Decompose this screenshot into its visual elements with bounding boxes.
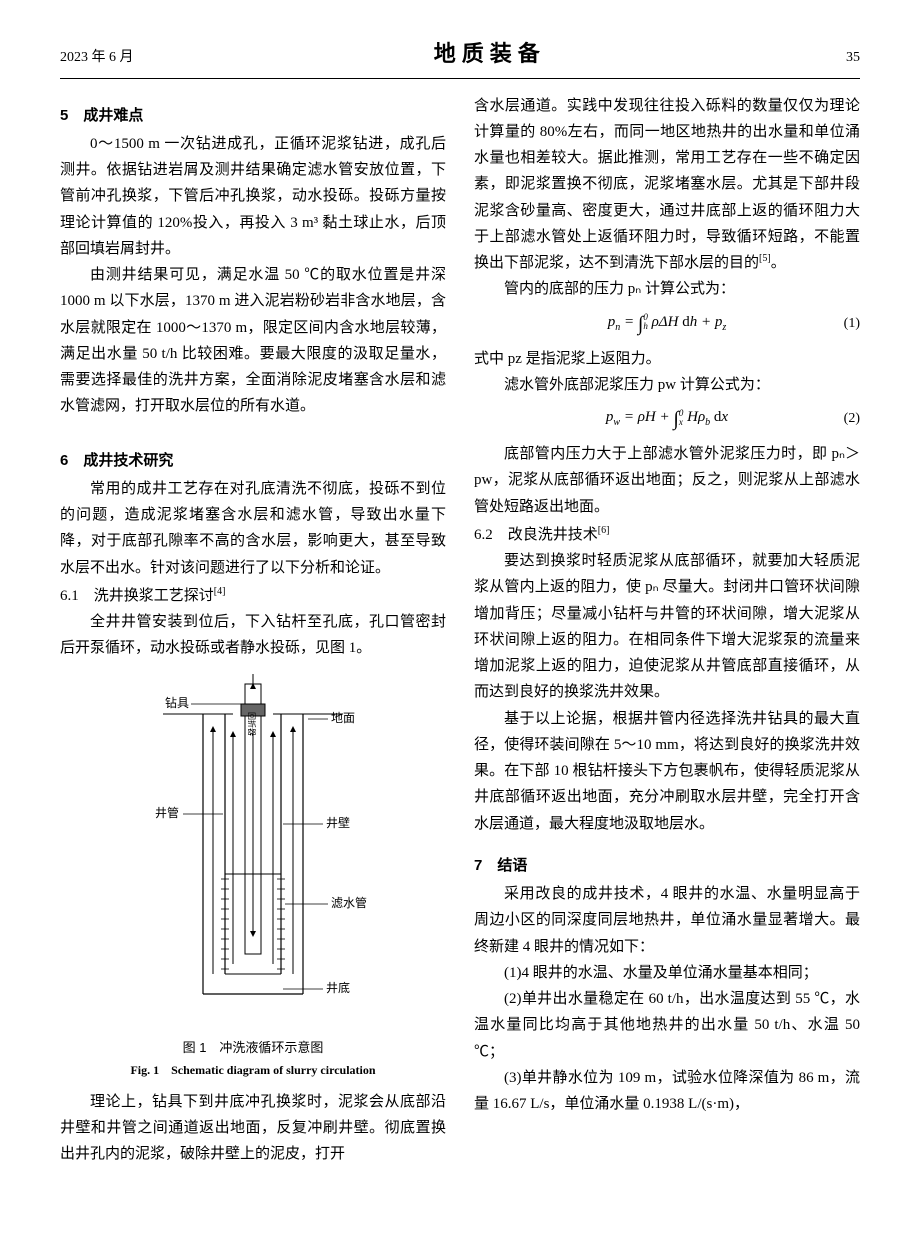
section-7-heading: 7 结语 [474,853,860,879]
section-5-heading: 5 成井难点 [60,103,446,129]
right-p5: 底部管内压力大于上部滤水管外泥浆压力时，即 pₙ＞pw，泥浆从底部循环返出地面；… [474,441,860,520]
ref-5: [5] [759,253,771,264]
lbl-dimian: 地面 [331,711,355,725]
right-p4: 滤水管外底部泥浆压力 pw 计算公式为： [474,372,860,398]
right-p3: 式中 pz 是指泥浆上返阻力。 [474,346,860,372]
right-p6: 要达到换浆时轻质泥浆从底部循环，就要加大轻质泥浆从管内上返的阻力，使 pₙ 尽量… [474,548,860,706]
eq1-num: (1) [844,312,860,337]
lbl-jingguan: 井管 [155,805,179,820]
page-header: 2023 年 6 月 地质装备 35 [60,35,860,79]
header-journal: 地质装备 [434,35,546,74]
right-p7: 基于以上论据，根据井管内径选择洗井钻具的最大直径，使得环装间隙在 5～10 mm… [474,706,860,837]
sub62-text: 6.2 改良洗井技术 [474,527,598,543]
lbl-lvshui: 滤水管 [331,895,367,910]
right-li1: (1)4 眼井的水温、水量及单位涌水量基本相同； [474,960,860,986]
left-p2: 由测井结果可见，满足水温 50 ℃的取水位置是井深 1000 m 以下水层，13… [60,262,446,420]
ref-6: [6] [598,525,610,536]
left-p4: 全井井管安装到位后，下入钻杆至孔底，孔口管密封后开泵循环，动水投砾或者静水投砾，… [60,609,446,662]
eq2-num: (2) [844,407,860,432]
section-6-heading: 6 成井技术研究 [60,448,446,474]
left-p5: 理论上，钻具下到井底冲孔换浆时，泥浆会从底部沿井壁和井管之间通道返出地面，反复冲… [60,1089,446,1168]
equation-2: pw = ρH + ∫0x Hρb dx (2) [474,402,860,437]
left-column: 5 成井难点 0～1500 m 一次钻进成孔，正循环泥浆钻进，成孔后测井。依据钻… [60,93,446,1168]
ref-4: [4] [214,586,226,597]
lbl-jingdi: 井底 [326,980,350,995]
subsection-6-2: 6.2 改良洗井技术[6] [474,522,860,548]
right-p2: 管内的底部的压力 pₙ 计算公式为： [474,276,860,302]
left-p1: 0～1500 m 一次钻进成孔，正循环泥浆钻进，成孔后测井。依据钻进岩屑及测井结… [60,131,446,262]
right-column: 含水层通道。实践中发现往往投入砾料的数量仅仅为理论计算量的 80%左右，而同一地… [474,93,860,1168]
figure-1: 钻具 地面 井管 井壁 滤水管 井底 回折器 图 1 冲洗液循环示意图 Fig.… [60,674,446,1081]
lbl-jingbi: 井壁 [326,815,350,830]
left-p3: 常用的成井工艺存在对孔底清洗不彻底，投砾不到位的问题，造成泥浆堵塞含水层和滤水管… [60,476,446,581]
right-p8: 采用改良的成井技术，4 眼井的水温、水量明显高于周边小区的同深度同层地热井，单位… [474,881,860,960]
right-p1-text: 含水层通道。实践中发现往往投入砾料的数量仅仅为理论计算量的 80%左右，而同一地… [474,98,860,272]
lbl-zuanju: 钻具 [165,695,189,710]
equation-1: pn = ∫0h ρΔH dh + pz (1) [474,307,860,342]
fig1-caption-cn: 图 1 冲洗液循环示意图 [60,1037,446,1060]
sub61-text: 6.1 洗井换浆工艺探讨 [60,588,214,604]
two-column-body: 5 成井难点 0～1500 m 一次钻进成孔，正循环泥浆钻进，成孔后测井。依据钻… [60,93,860,1168]
header-date: 2023 年 6 月 [60,46,134,71]
well-schematic-svg: 钻具 地面 井管 井壁 滤水管 井底 回折器 [133,674,373,1022]
right-p1: 含水层通道。实践中发现往往投入砾料的数量仅仅为理论计算量的 80%左右，而同一地… [474,93,860,277]
fig1-caption-en: Fig. 1 Schematic diagram of slurry circu… [60,1060,446,1081]
subsection-6-1: 6.1 洗井换浆工艺探讨[4] [60,583,446,609]
right-li2: (2)单井出水量稳定在 60 t/h，出水温度达到 55 ℃，水温水量同比均高于… [474,986,860,1065]
right-li3: (3)单井静水位为 109 m，试验水位降深值为 86 m，流量 16.67 L… [474,1065,860,1118]
header-page: 35 [846,46,860,71]
lbl-huizhe: 回折器 [247,712,257,736]
